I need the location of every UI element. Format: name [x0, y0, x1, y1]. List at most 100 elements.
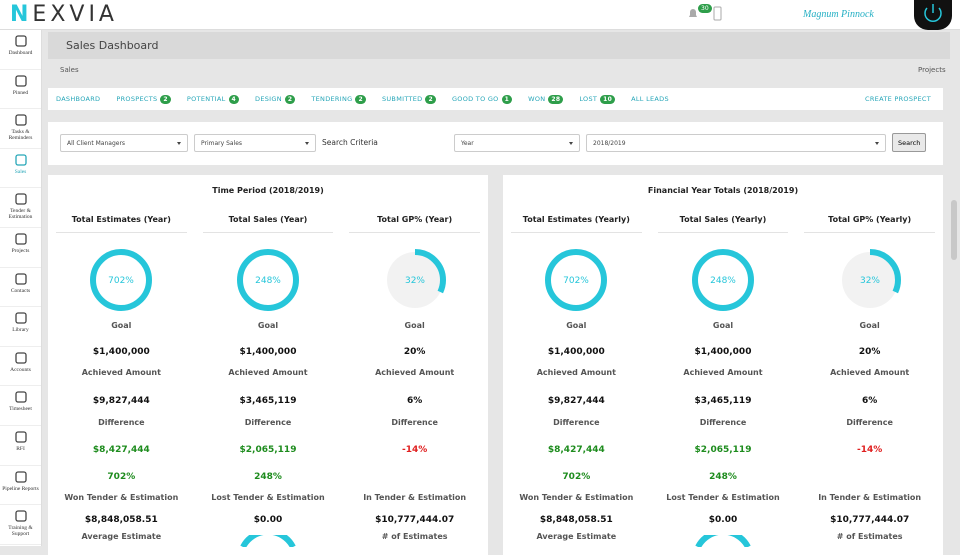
icon-shape [14, 154, 27, 166]
tab[interactable]: LOST 10 [579, 94, 616, 104]
difference-label: Difference [699, 418, 747, 427]
ring-arc [90, 249, 153, 311]
panel-title: Financial Year Totals (2018/2019) [647, 186, 799, 195]
difference: -14% [857, 445, 883, 455]
scrollbar[interactable] [951, 200, 957, 260]
breadcrumb[interactable]: Sales [60, 66, 79, 74]
create-prospect[interactable]: CREATE PROSPECT [865, 95, 931, 103]
goal-label: Goal [111, 321, 132, 330]
notification-badge[interactable]: 30 [698, 4, 712, 13]
tab-bar: DASHBOARD PROSPECTS 2 POTENTIAL 4 DESIGN 2 TEND… [48, 88, 943, 110]
tab[interactable]: DASHBOARD [56, 95, 100, 103]
tab[interactable]: ALL LEADS [631, 95, 669, 103]
tab-badge: 28 [548, 94, 564, 104]
period-type-select[interactable]: Year [454, 134, 580, 152]
tab[interactable]: TENDERING 2 [311, 94, 366, 104]
sidebar-item[interactable]: Sales [0, 149, 41, 189]
difference: $8,427,444 [92, 445, 150, 455]
sidebar-label: Tender & Estimation [8, 208, 33, 221]
sidebar-icon [14, 352, 27, 364]
bell-icon[interactable] [686, 6, 700, 20]
ring-arc [692, 249, 754, 311]
icon-shape [14, 74, 27, 87]
ring-track [93, 252, 150, 308]
sidebar-label: Contacts [10, 287, 31, 294]
sales-type-select[interactable]: Primary Sales [194, 134, 316, 152]
search-button[interactable]: Search [892, 133, 927, 152]
sidebar-item[interactable]: RFI [0, 426, 41, 466]
projects-link[interactable]: Projects [918, 66, 946, 74]
sidebar-icon [14, 114, 27, 126]
client-manager-select[interactable]: All Client Managers [60, 134, 188, 152]
achieved-label: Achieved Amount [683, 368, 763, 377]
achieved: 6% [407, 396, 423, 406]
sidebar-item[interactable]: Tasks & Reminders [0, 109, 41, 149]
goal: $1,400,000 [239, 347, 297, 357]
sidebar-item[interactable]: Tender & Estimation [0, 188, 41, 228]
goal-label: Goal [404, 321, 425, 330]
tender-label: Won Tender & Estimation [519, 493, 634, 502]
icon-shape [14, 431, 27, 443]
period-select[interactable]: 2018/2019 [586, 134, 886, 152]
achieved-label: Achieved Amount [536, 368, 616, 377]
power-button[interactable] [914, 0, 952, 30]
tender-value: $10,777,444.07 [375, 515, 455, 525]
difference: -14% [402, 445, 428, 455]
sidebar-item[interactable]: Dashboard [0, 30, 41, 70]
difference-label: Difference [244, 418, 292, 427]
icon-shape [14, 312, 27, 324]
sidebar-icon [14, 35, 27, 47]
sidebar-label: Dashboard [8, 50, 33, 56]
tender-value: $8,848,058.51 [84, 515, 158, 525]
ring-track [695, 252, 751, 308]
tab[interactable]: GOOD TO GO 1 [451, 94, 513, 104]
sidebar-label: Accounts [10, 366, 31, 373]
difference: $2,065,119 [239, 445, 297, 455]
tab[interactable]: DESIGN 2 [255, 94, 296, 104]
tab-badge: 1 [501, 94, 513, 104]
achieved-label: Achieved Amount [228, 368, 308, 377]
sidebar-icon [14, 154, 27, 166]
title: Total Estimates (Yearly) [511, 214, 642, 233]
bottom-label: # of Estimates [381, 532, 448, 541]
ring-track [386, 252, 443, 308]
tab-badge: 2 [284, 94, 296, 104]
user-name[interactable]: Magnum Pinnock [803, 9, 874, 20]
difference-label: Difference [846, 418, 893, 427]
ring-arc [383, 249, 446, 311]
tab-label: GOOD TO GO [451, 95, 499, 103]
tab[interactable]: POTENTIAL 4 [187, 94, 240, 104]
goal: 20% [403, 347, 426, 357]
percent: 702% [107, 472, 136, 482]
logo[interactable]: NEXVIA [10, 2, 118, 27]
goal: $1,400,000 [694, 347, 752, 357]
phone-icon[interactable] [713, 6, 723, 22]
goal: $1,400,000 [92, 347, 150, 357]
sidebar-item[interactable]: Library [0, 307, 41, 347]
tab[interactable]: WON 28 [528, 94, 564, 104]
title: Total GP% (Year) [349, 214, 480, 233]
sidebar-item[interactable]: Accounts [0, 347, 41, 387]
sidebar-item[interactable]: Training & Support [0, 505, 41, 545]
sidebar-item[interactable]: Projects [0, 228, 41, 268]
sidebar-label: Pipeline Reports [2, 485, 39, 492]
sidebar-item[interactable]: Pipeline Reports [0, 466, 41, 506]
bottom-label: # of Estimates [836, 532, 903, 541]
icon-shape [14, 352, 27, 364]
difference-label: Difference [553, 418, 600, 427]
ring-track [841, 252, 898, 308]
sidebar-item[interactable]: Pinned [0, 70, 41, 110]
tab[interactable]: PROSPECTS 2 [116, 94, 171, 104]
sidebar-item[interactable]: Contacts [0, 268, 41, 308]
sidebar-icon [14, 74, 27, 87]
icon-shape [14, 391, 27, 403]
tab[interactable]: SUBMITTED 2 [382, 94, 436, 104]
sidebar-icon [14, 312, 27, 324]
tender-value: $8,848,058.51 [539, 515, 613, 525]
tab-badge: 2 [355, 94, 366, 104]
sidebar-label: Training & Support [8, 525, 33, 538]
ring-label: 32% [405, 276, 425, 286]
ring-arc [838, 249, 901, 311]
tab-label: WON [528, 95, 546, 103]
sidebar-item[interactable]: Timesheet [0, 386, 41, 426]
